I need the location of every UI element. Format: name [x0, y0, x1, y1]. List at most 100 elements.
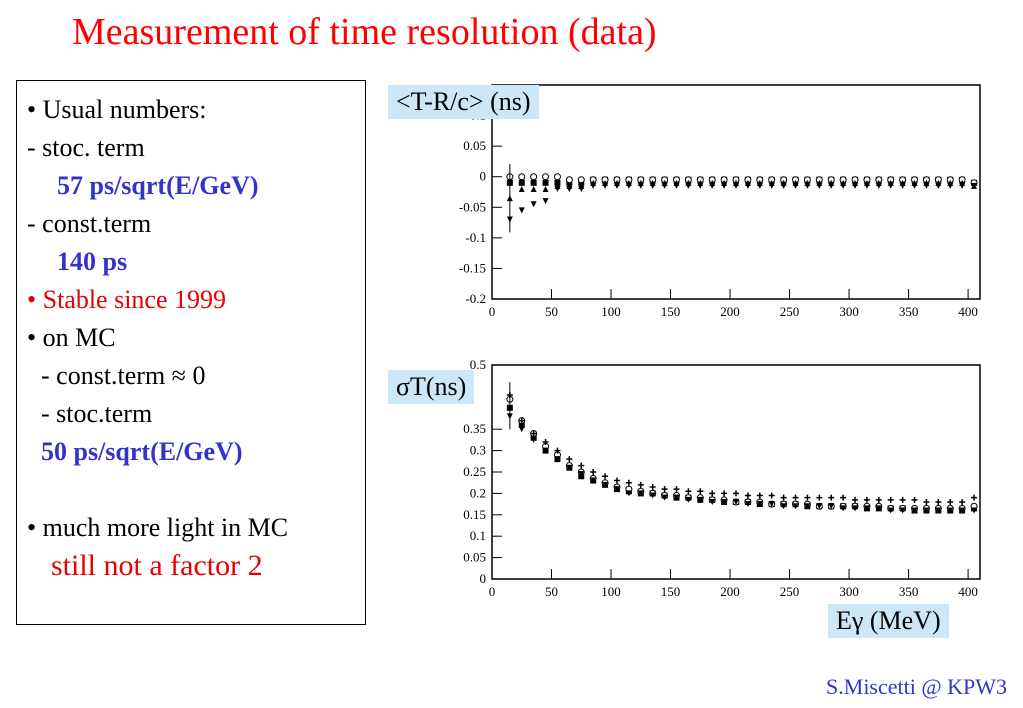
top-plot-point — [518, 173, 526, 181]
bottom-plot-point — [756, 501, 763, 508]
top-plot-point — [733, 179, 739, 186]
note-more-light: • much more light in MC — [27, 513, 289, 542]
bottom-plot-point — [959, 498, 966, 505]
notes-panel: • Usual numbers: - stoc. term 57 ps/sqrt… — [16, 80, 366, 625]
bottom-plot-xtick-label: 250 — [780, 584, 800, 599]
bottom-plot-point — [733, 490, 739, 497]
top-plot-point — [518, 185, 525, 192]
top-plot-point — [863, 179, 870, 186]
bottom-plot-point — [840, 505, 847, 512]
bottom-plot-point — [697, 496, 704, 503]
bottom-plot-point — [661, 494, 668, 501]
bottom-plot-point — [887, 496, 894, 503]
bottom-plot-point — [852, 496, 859, 503]
top-plot-frame — [491, 84, 981, 300]
bottom-plot-point — [637, 481, 644, 488]
bottom-plot-point — [602, 473, 609, 480]
top-plot-point — [840, 179, 847, 186]
top-plot-ytick-label: -0.15 — [459, 260, 486, 275]
top-plot-point — [542, 173, 550, 181]
top-plot-point — [709, 179, 716, 186]
top-plot-xtick-label: 100 — [601, 304, 621, 319]
bottom-plot-point — [637, 490, 644, 497]
note-not-factor: still not a factor 2 — [51, 549, 263, 582]
bottom-plot-point — [709, 498, 716, 505]
top-plot-point — [554, 182, 561, 189]
top-plot-point — [756, 179, 763, 186]
bottom-plot-ytick-label: 0 — [480, 571, 487, 586]
note-spacer — [27, 471, 365, 509]
bottom-plot-ytick-label: 0.15 — [463, 507, 486, 522]
top-plot-point — [959, 179, 966, 186]
top-plot-point — [542, 179, 549, 186]
bottom-plot-xtick-label: 150 — [661, 584, 681, 599]
bottom-plot-point — [923, 507, 930, 514]
top-plot-point — [780, 179, 787, 186]
bottom-plot-point — [768, 492, 775, 499]
bottom-plot-point — [554, 447, 561, 454]
top-plot-point — [661, 179, 668, 186]
bottom-plot-point — [566, 456, 573, 463]
bottom-plot-point — [863, 496, 870, 503]
bottom-plot-point — [887, 507, 894, 514]
top-plot-point — [792, 179, 799, 186]
bottom-plot-point — [947, 507, 954, 514]
bottom-plot-point — [863, 505, 870, 512]
bottom-plot-point — [661, 486, 668, 493]
note-mc-stoc: - stoc.term — [41, 399, 153, 428]
bottom-plot-xtick-label: 0 — [489, 584, 496, 599]
top-plot-point — [828, 179, 835, 186]
bottom-plot-point — [590, 469, 597, 475]
top-plot-point — [721, 179, 728, 186]
top-plot-point — [875, 179, 882, 186]
note-stable: • Stable since 1999 — [27, 285, 227, 314]
bottom-plot-point — [899, 496, 906, 503]
bottom-plot-point — [649, 492, 656, 499]
bottom-plot-point — [685, 488, 692, 495]
bottom-plot-point — [602, 481, 609, 488]
bottom-plot-ytick-label: 0.5 — [470, 357, 486, 372]
bottom-plot-ylabel: σT(ns) — [388, 370, 475, 404]
top-plot-point — [530, 201, 537, 208]
bottom-plot-ytick-label: 0.05 — [463, 550, 486, 565]
bottom-plot-point — [709, 490, 716, 497]
top-plot-point — [530, 173, 538, 181]
top-plot-ytick-label: 0 — [480, 169, 487, 184]
bottom-plot-point — [625, 490, 632, 497]
bottom-plot-xtick-label: 200 — [720, 584, 740, 599]
top-plot-point — [697, 179, 704, 186]
top-plot-point — [590, 179, 597, 186]
bottom-plot-point — [744, 501, 751, 508]
top-plot-ytick-label: 0.05 — [463, 138, 486, 153]
bottom-plot-point — [852, 505, 859, 512]
bottom-plot-point — [625, 479, 632, 486]
bottom-plot-point — [518, 417, 525, 424]
note-on-mc: • on MC — [27, 323, 116, 352]
bottom-plot-point — [590, 477, 597, 484]
bottom-plot-point — [744, 492, 751, 499]
bottom-plot-xtick-label: 300 — [839, 584, 859, 599]
bottom-plot-point — [554, 456, 561, 463]
top-plot-point — [518, 207, 525, 214]
bottom-plot-point — [828, 503, 835, 510]
bottom-plot-point — [673, 486, 680, 493]
note-mc-const: - const.term ≈ 0 — [41, 361, 206, 390]
bottom-plot-point — [530, 430, 537, 437]
top-plot-point — [947, 179, 954, 186]
top-plot-point — [887, 179, 894, 186]
top-plot-point — [768, 179, 775, 186]
footer-credit: S.Miscetti @ KPW3 — [826, 674, 1007, 699]
top-plot-point — [935, 179, 942, 186]
top-plot-point — [542, 198, 549, 205]
top-plot-point — [816, 179, 823, 186]
bottom-plot-point — [542, 439, 549, 446]
note-stoc-term: - stoc. term — [27, 133, 145, 162]
top-plot-point — [744, 179, 751, 186]
bottom-plot-ytick-label: 0.25 — [463, 464, 486, 479]
bottom-plot-xtick-label: 50 — [545, 584, 558, 599]
bottom-plot-point — [816, 494, 823, 501]
note-mc-stoc-value: 50 ps/sqrt(E/GeV) — [41, 437, 243, 466]
bottom-plot-xtick-label: 350 — [899, 584, 919, 599]
bottom-plot-point — [840, 494, 847, 501]
bottom-plot-point — [613, 486, 620, 493]
